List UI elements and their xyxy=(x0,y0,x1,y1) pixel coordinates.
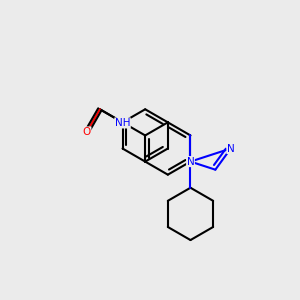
Text: O: O xyxy=(83,127,91,137)
Text: N: N xyxy=(187,157,194,166)
Text: N: N xyxy=(227,143,235,154)
Text: NH: NH xyxy=(115,118,130,128)
